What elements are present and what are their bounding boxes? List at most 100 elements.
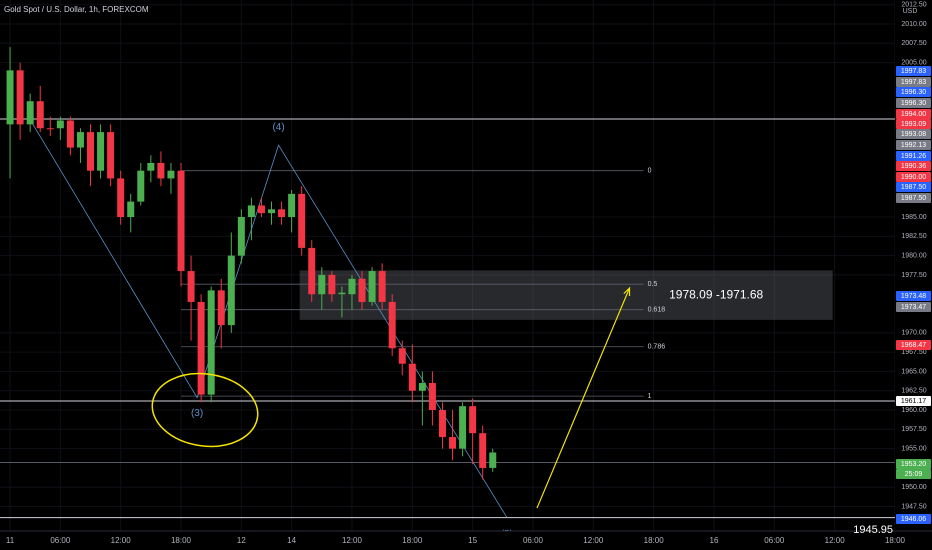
price-zone [299, 270, 833, 320]
y-tick-label: 1960.00 [901, 407, 926, 414]
price-tag [896, 459, 931, 469]
x-tick-label: 06:00 [50, 536, 71, 545]
price-tag [896, 340, 931, 350]
candle-body [97, 132, 105, 171]
candle-body [328, 274, 336, 295]
last-price: 1945.95 [853, 524, 893, 536]
price-tag [896, 514, 931, 524]
candle-body [207, 290, 215, 395]
price-tag [896, 77, 931, 87]
candle-body [298, 193, 306, 248]
candle-body [217, 290, 225, 326]
price-tag [896, 119, 931, 129]
price-tag-label: 1996.30 [901, 89, 926, 96]
price-tag [896, 182, 931, 192]
candle-body [247, 205, 255, 218]
candle-body [268, 209, 276, 214]
candle-body [398, 348, 406, 364]
fib-label: 0 [648, 168, 652, 175]
y-tick-label: 1985.00 [901, 214, 926, 221]
price-tag-label: 25:09 [905, 471, 923, 478]
candle-body [338, 292, 346, 295]
time-axis [0, 531, 895, 550]
candle-body [388, 301, 396, 349]
y-tick-label: 1977.50 [901, 272, 926, 279]
price-tag-label: 1973.48 [901, 293, 926, 300]
price-tag [896, 291, 931, 301]
candle-body [56, 120, 64, 129]
x-tick-label: 18:00 [644, 536, 665, 545]
x-tick-label: 12:00 [342, 536, 363, 545]
candle-body [368, 271, 376, 302]
y-tick-label: 2010.00 [901, 21, 926, 28]
candle-body [157, 162, 165, 179]
price-tag [896, 140, 931, 150]
wave-label: (3) [191, 408, 203, 419]
y-tick-label: 1967.50 [901, 349, 926, 356]
y-tick-label: 2007.50 [901, 40, 926, 47]
forecast-arrow [536, 287, 631, 509]
x-tick-label: 16 [710, 536, 719, 545]
price-tag-label: 1973.47 [901, 304, 926, 311]
price-tag [896, 98, 931, 108]
candle-body [117, 178, 125, 218]
candle-body [479, 433, 487, 468]
x-tick-label: 12:00 [111, 536, 132, 545]
x-tick-label: 11 [6, 536, 15, 545]
candle-body [26, 101, 34, 125]
candle-body [348, 278, 356, 295]
fib-label: 0.5 [648, 281, 658, 288]
y-tick-label: 1982.50 [901, 233, 926, 240]
candle-body [418, 383, 426, 391]
candle-body [36, 101, 44, 129]
candle-body [127, 201, 135, 218]
x-tick-label: 12:00 [825, 536, 846, 545]
price-tag-label: 1992.13 [901, 142, 926, 149]
candle-body [107, 132, 115, 179]
price-tag [896, 129, 931, 139]
x-tick-label: 12 [237, 536, 246, 545]
y-tick-label: 1950.00 [901, 484, 926, 491]
candle-body [177, 170, 185, 272]
chart-title: Gold Spot / U.S. Dollar, 1h, FOREXCOM [4, 5, 149, 14]
price-tag [896, 396, 931, 406]
price-tag-label: 1946.06 [901, 516, 926, 523]
y-tick-label: 2005.00 [901, 59, 926, 66]
price-tag-label: 1968.47 [901, 342, 926, 349]
candle-body [257, 205, 265, 214]
highlight-ellipse [151, 372, 259, 448]
candle-body [237, 217, 245, 256]
fib-label: 0.618 [648, 307, 666, 314]
candle-body [227, 255, 235, 326]
candle-body [147, 162, 155, 171]
x-tick-label: 15 [468, 536, 477, 545]
candle-body [6, 70, 14, 125]
x-tick-label: 18:00 [885, 536, 906, 545]
price-tag [896, 172, 931, 182]
price-tag [896, 469, 931, 479]
candle-body [288, 193, 296, 218]
price-tag-label: 1990.36 [901, 163, 926, 170]
price-tag [896, 161, 931, 171]
price-tag-label: 1987.50 [901, 184, 926, 191]
candle-body [16, 70, 24, 125]
x-tick-label: 18:00 [402, 536, 423, 545]
price-tag-label: 1997.83 [901, 79, 926, 86]
fib-label: 1 [648, 393, 652, 400]
price-tag [896, 302, 931, 312]
price-tag-label: 1997.83 [901, 68, 926, 75]
arrow-head [623, 286, 631, 297]
candle-body [489, 452, 497, 468]
price-tag-label: 1996.30 [901, 100, 926, 107]
candle-body [308, 247, 316, 295]
candle-body [438, 410, 446, 438]
candle-body [197, 301, 205, 395]
currency: USD [903, 8, 918, 15]
x-tick-label: 18:00 [171, 536, 192, 545]
candle-body [358, 278, 366, 302]
price-tag-label: 1953.20 [901, 461, 926, 468]
candle-body [408, 363, 416, 391]
candle-body [137, 170, 145, 202]
price-tag-label: 1987.50 [901, 195, 926, 202]
